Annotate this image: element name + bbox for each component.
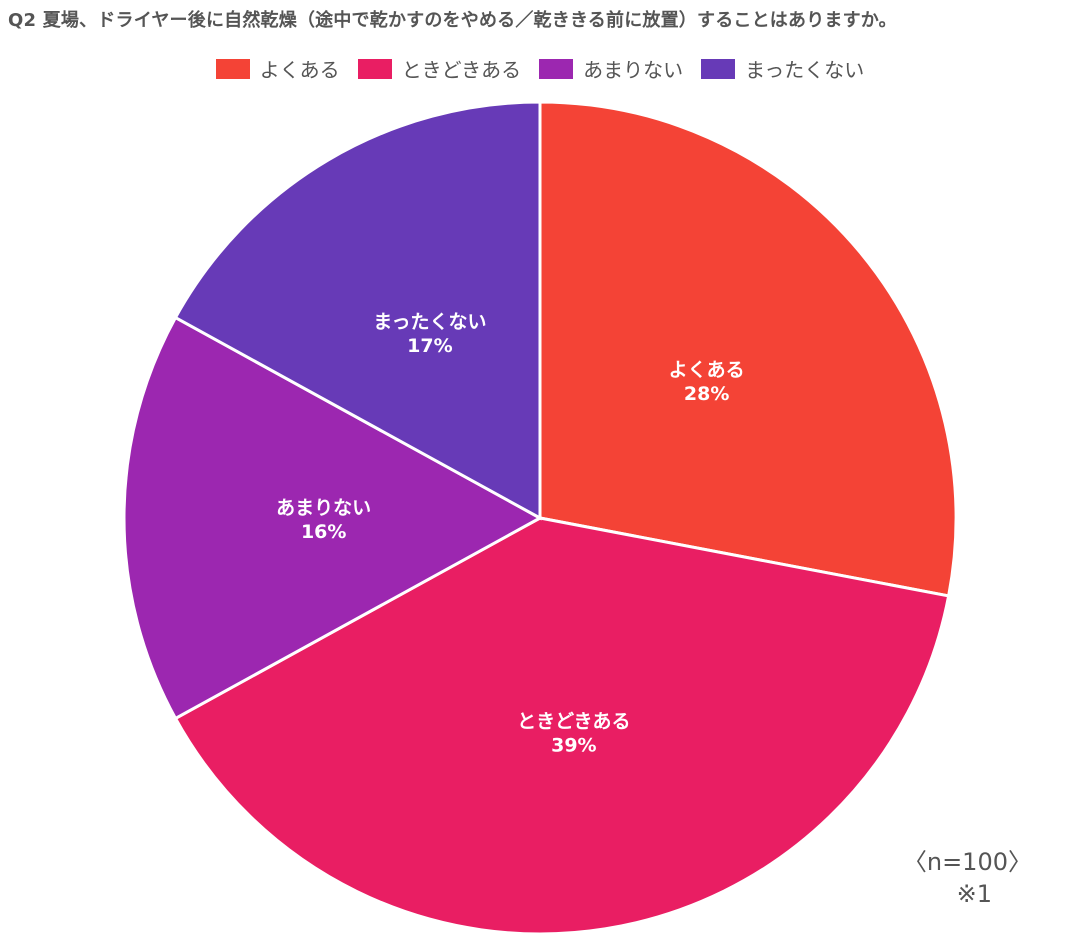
legend-item-1: ときどきある: [357, 54, 522, 83]
legend-label-1: ときどきある: [401, 58, 522, 82]
slice-label-category-3: まったくない: [373, 311, 486, 333]
legend-item-0: よくある: [215, 54, 340, 83]
pie-slice-3: [173, 100, 542, 521]
slice-label-value-2: 16%: [301, 521, 346, 543]
legend-label-2: あまりない: [583, 58, 684, 82]
slice-label-value-3: 17%: [407, 335, 452, 357]
legend-swatch-0: [215, 58, 250, 79]
slice-label-category-2: あまりない: [276, 497, 371, 519]
slice-label-value-1: 39%: [551, 735, 596, 757]
slice-label-category-1: ときどきある: [517, 711, 630, 733]
legend-swatch-1: [357, 58, 392, 79]
sample-size-note: 〈n=100〉: [902, 848, 1032, 876]
legend-swatch-3: [701, 58, 736, 79]
legend: よくある ときどきある あまりない まったくない: [0, 54, 1080, 83]
pie-slice-0: [538, 100, 958, 598]
footnote-mark: ※1: [956, 880, 992, 908]
pie-slice-1: [173, 516, 951, 936]
slice-label-value-0: 28%: [684, 383, 729, 405]
slice-label-category-0: よくある: [669, 359, 745, 381]
legend-label-0: よくある: [259, 58, 340, 82]
legend-item-2: あまりない: [539, 54, 683, 83]
legend-item-3: まったくない: [701, 54, 864, 83]
chart-title: Q2 夏場、ドライヤー後に自然乾燥（途中で乾かすのをやめる／乾ききる前に放置）す…: [8, 10, 897, 31]
legend-swatch-2: [539, 58, 574, 79]
pie-slice-2: [122, 315, 544, 721]
legend-label-3: まったくない: [745, 58, 865, 82]
